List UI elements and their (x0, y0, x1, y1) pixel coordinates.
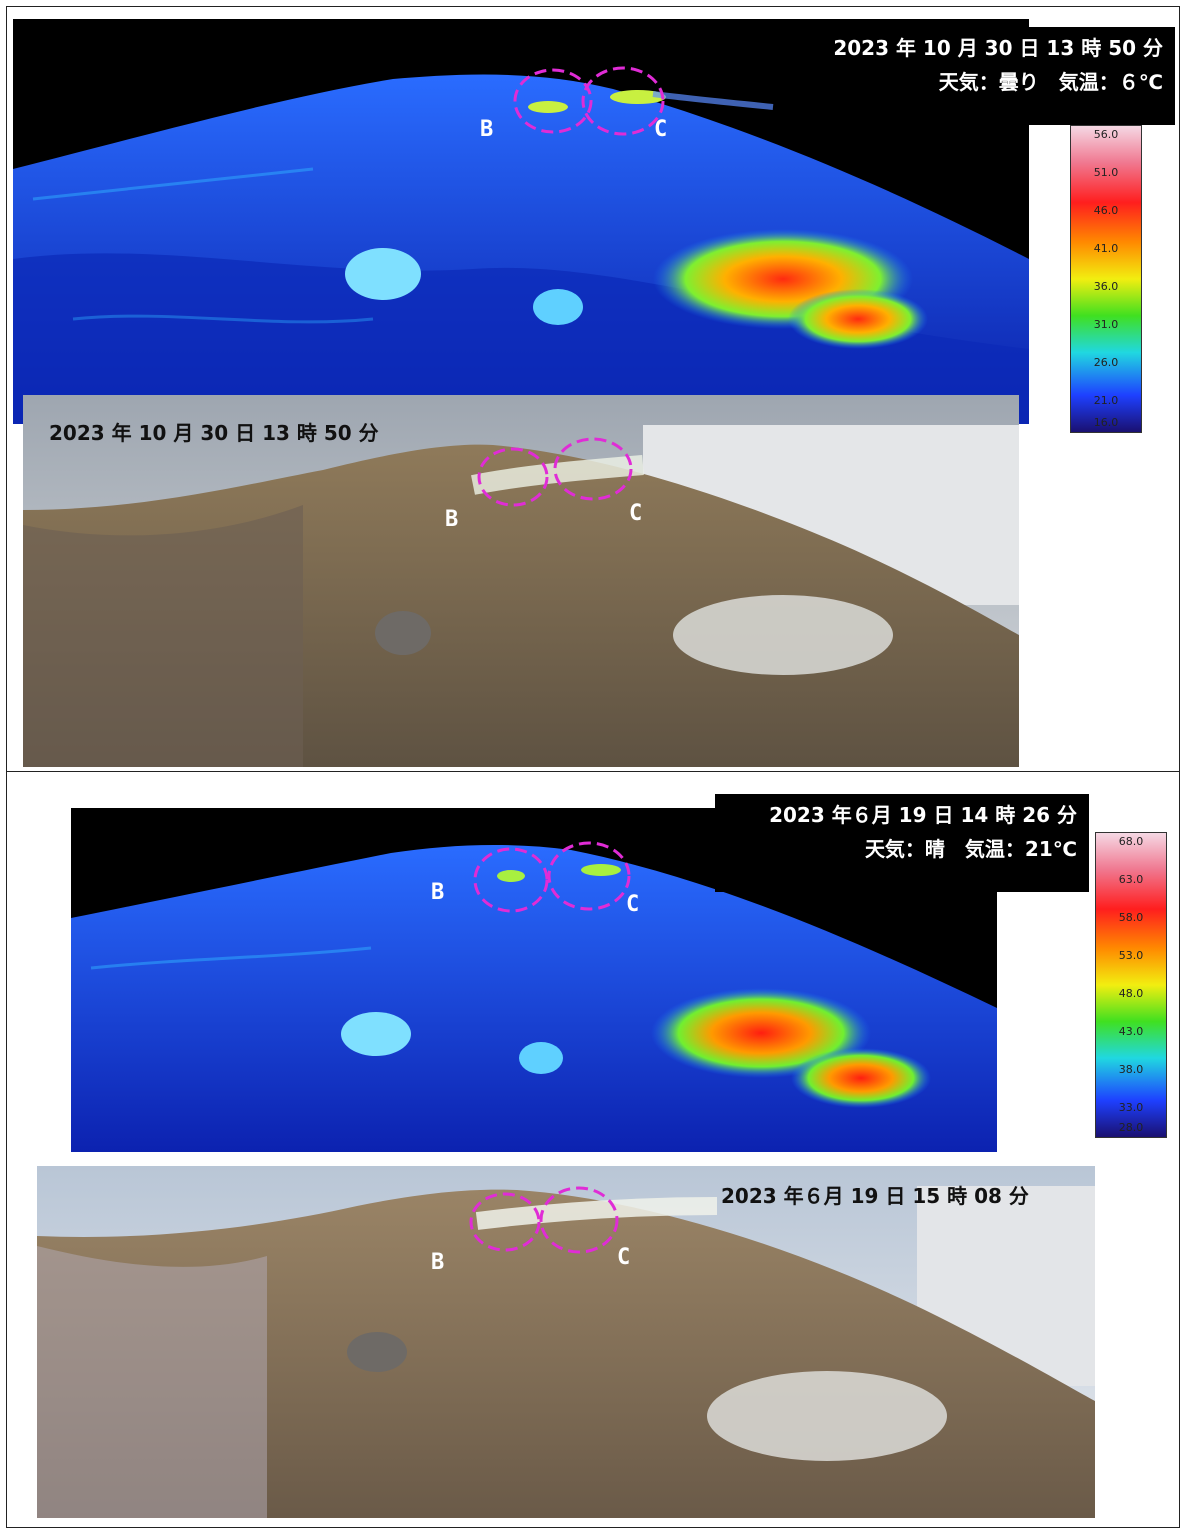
label-b: B (431, 880, 445, 905)
marker-b-ring (469, 1192, 541, 1252)
scale-tick: 31.0 (1093, 318, 1119, 331)
photo-timestamp: 2023 年６月 19 日 15 時 08 分 (721, 1184, 1029, 1208)
panel-october: B C 2023 年 10 月 30 日 13 時 50 分 天気：曇り 気温：… (6, 6, 1180, 772)
scale-tick: 43.0 (1118, 1025, 1144, 1038)
visible-photo (37, 1166, 1095, 1518)
weather-info: 天気：曇り 気温：６℃ (938, 70, 1163, 94)
scale-tick: 51.0 (1093, 166, 1119, 179)
marker-c-ring (539, 1186, 619, 1254)
thermal-timestamp: 2023 年６月 19 日 14 時 26 分 (769, 803, 1077, 827)
visible-photo-graphic (37, 1166, 1095, 1518)
label-b: B (445, 507, 459, 532)
label-b: B (480, 117, 494, 142)
scale-tick: 36.0 (1093, 280, 1119, 293)
scale-tick: 41.0 (1093, 242, 1119, 255)
scale-tick: 16.0 (1093, 416, 1119, 429)
scale-tick: 28.0 (1118, 1121, 1144, 1134)
weather-info: 天気：晴 気温：21℃ (864, 837, 1077, 861)
thermal-image (71, 808, 997, 1152)
marker-c-ring (553, 437, 633, 501)
scale-tick: 26.0 (1093, 356, 1119, 369)
temperature-scale: 56.0 51.0 46.0 41.0 36.0 31.0 26.0 21.0 … (1070, 125, 1142, 433)
photo-timestamp: 2023 年 10 月 30 日 13 時 50 分 (49, 421, 379, 445)
marker-b-ring (477, 447, 549, 507)
scale-tick: 58.0 (1118, 911, 1144, 924)
marker-c-ring (581, 66, 665, 136)
scale-tick: 38.0 (1118, 1063, 1144, 1076)
marker-b-ring (473, 847, 549, 913)
thermal-timestamp-box: 2023 年 10 月 30 日 13 時 50 分 天気：曇り 気温：６℃ (775, 27, 1175, 125)
marker-c-ring (547, 841, 631, 911)
scale-tick: 48.0 (1118, 987, 1144, 1000)
scale-tick: 46.0 (1093, 204, 1119, 217)
label-c: C (654, 117, 668, 142)
panel-june: B C 2023 年６月 19 日 14 時 26 分 天気：晴 気温：21℃ … (6, 771, 1180, 1528)
visible-photo-graphic (23, 395, 1019, 767)
visible-photo (23, 395, 1019, 767)
scale-tick: 56.0 (1093, 128, 1119, 141)
thermal-timestamp: 2023 年 10 月 30 日 13 時 50 分 (833, 36, 1163, 60)
label-b: B (431, 1250, 445, 1275)
scale-tick: 53.0 (1118, 949, 1144, 962)
scale-tick: 68.0 (1118, 835, 1144, 848)
label-c: C (626, 892, 640, 917)
scale-tick: 33.0 (1118, 1101, 1144, 1114)
label-c: C (617, 1245, 631, 1270)
scale-tick: 63.0 (1118, 873, 1144, 886)
marker-b-ring (513, 68, 593, 134)
temperature-scale: 68.0 63.0 58.0 53.0 48.0 43.0 38.0 33.0 … (1095, 832, 1167, 1138)
label-c: C (629, 501, 643, 526)
scale-tick: 21.0 (1093, 394, 1119, 407)
thermal-timestamp-box: 2023 年６月 19 日 14 時 26 分 天気：晴 気温：21℃ (715, 794, 1089, 892)
